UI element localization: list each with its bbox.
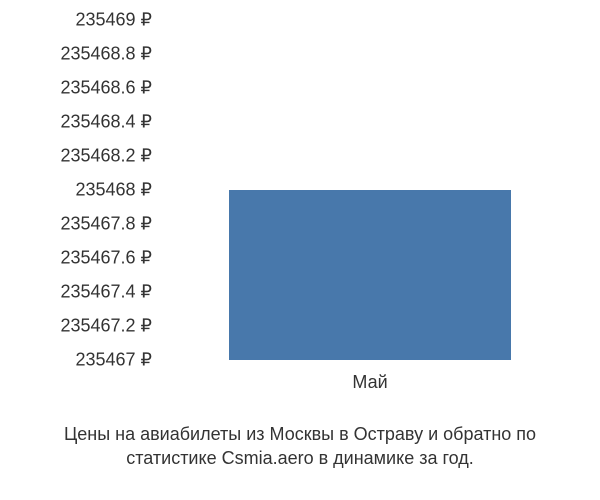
y-tick: 235468.2 ₽ xyxy=(60,146,152,167)
x-axis-label: Май xyxy=(352,372,387,393)
y-tick: 235467 ₽ xyxy=(75,350,152,371)
y-tick: 235469 ₽ xyxy=(75,10,152,31)
y-tick: 235468.8 ₽ xyxy=(60,44,152,65)
y-tick: 235468.6 ₽ xyxy=(60,78,152,99)
y-tick: 235468.4 ₽ xyxy=(60,112,152,133)
y-tick: 235467.8 ₽ xyxy=(60,214,152,235)
y-tick: 235467.2 ₽ xyxy=(60,316,152,337)
y-axis: 235469 ₽ 235468.8 ₽ 235468.6 ₽ 235468.4 … xyxy=(20,20,160,360)
chart-caption: Цены на авиабилеты из Москвы в Остраву и… xyxy=(0,423,600,470)
y-tick: 235468 ₽ xyxy=(75,180,152,201)
plot-area: Май xyxy=(160,20,580,360)
chart-container: 235469 ₽ 235468.8 ₽ 235468.6 ₽ 235468.4 … xyxy=(20,20,580,390)
y-tick: 235467.6 ₽ xyxy=(60,248,152,269)
y-tick: 235467.4 ₽ xyxy=(60,282,152,303)
bar xyxy=(229,190,510,360)
